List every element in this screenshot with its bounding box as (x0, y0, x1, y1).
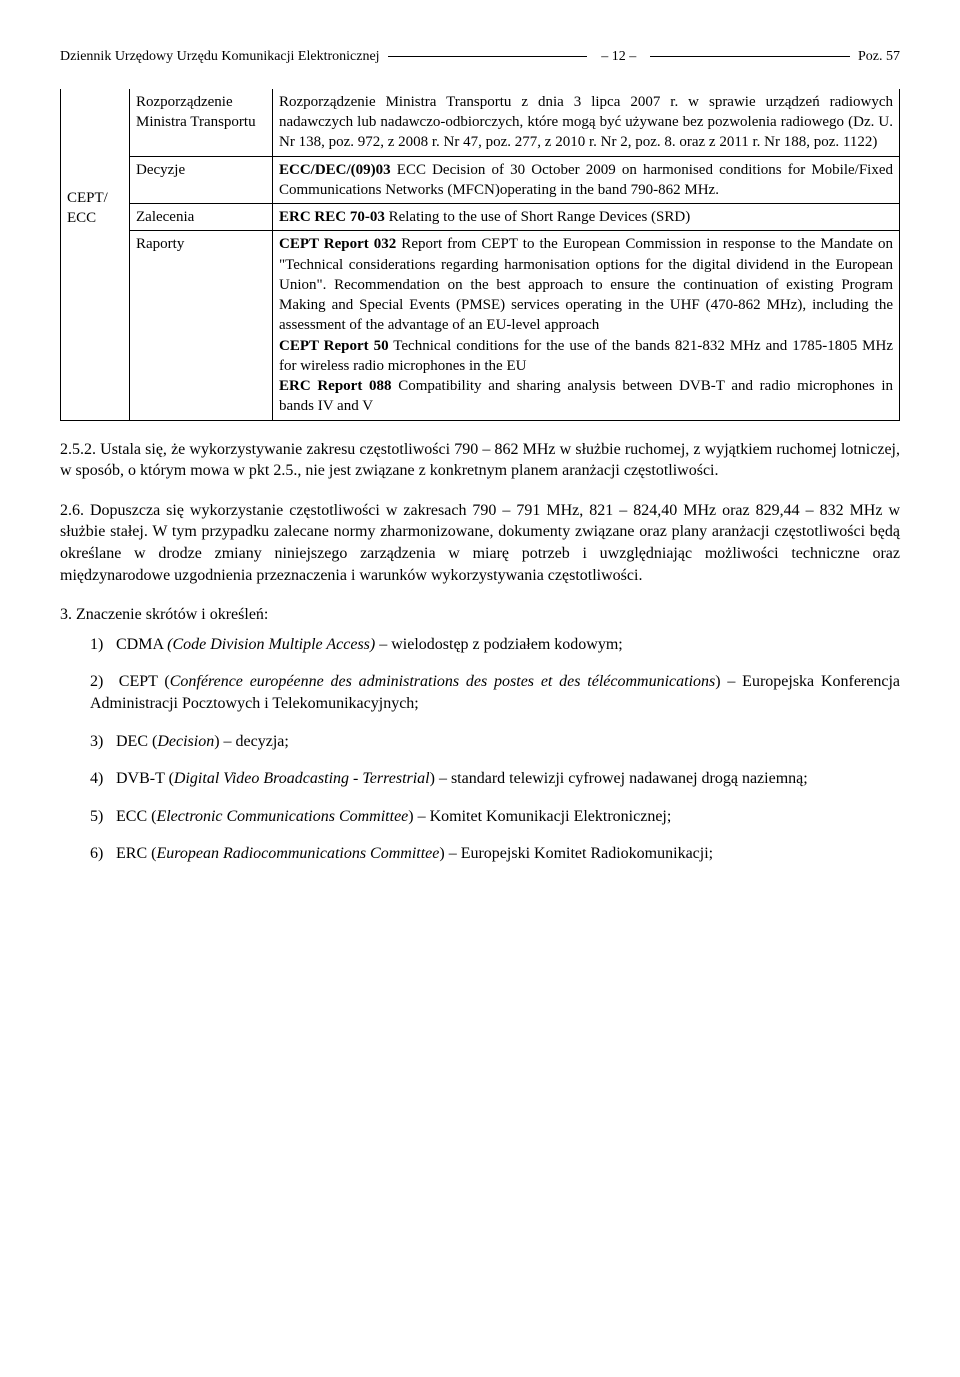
def-text: CDMA (Code Division Multiple Access) – w… (116, 636, 623, 653)
cell-text: Rozporządzenie Ministra Transportu z dni… (273, 89, 900, 156)
list-item: 6) ERC (European Radiocommunications Com… (90, 843, 900, 865)
def-text: ERC (European Radiocommunications Commit… (116, 845, 713, 862)
def-num: 2) (90, 671, 112, 693)
para-2-6: 2.6. Dopuszcza się wykorzystanie częstot… (60, 500, 900, 586)
cell-label: Raporty (130, 231, 273, 420)
cell-label: Zalecenia (130, 204, 273, 231)
def-text: DVB-T (Digital Video Broadcasting - Terr… (116, 770, 808, 787)
table-row: CEPT/ ECC Rozporządzenie Ministra Transp… (61, 89, 900, 156)
list-item: 2) CEPT (Conférence européenne des admin… (90, 671, 900, 714)
definitions-list: 1) CDMA (Code Division Multiple Access) … (60, 634, 900, 865)
def-num: 6) (90, 843, 112, 865)
cell-text: ERC REC 70-03 Relating to the use of Sho… (273, 204, 900, 231)
page-number: – 12 – (601, 48, 636, 67)
cell-cept-ecc: CEPT/ ECC (67, 188, 123, 229)
regulation-table: CEPT/ ECC Rozporządzenie Ministra Transp… (60, 89, 900, 421)
table-row: Raporty CEPT Report 032 Report from CEPT… (61, 231, 900, 420)
cell-label: Decyzje (130, 156, 273, 204)
header-rule-right (650, 56, 850, 57)
def-text: DEC (Decision) – decyzja; (116, 733, 289, 750)
cell-text: ECC/DEC/(09)03 ECC Decision of 30 Octobe… (273, 156, 900, 204)
list-item: 4) DVB-T (Digital Video Broadcasting - T… (90, 768, 900, 790)
table-row: Zalecenia ERC REC 70-03 Relating to the … (61, 204, 900, 231)
cell-label: Rozporządzenie Ministra Transportu (130, 89, 273, 156)
page-header: Dziennik Urzędowy Urzędu Komunikacji Ele… (60, 48, 900, 67)
def-num: 1) (90, 634, 112, 656)
list-item: 1) CDMA (Code Division Multiple Access) … (90, 634, 900, 656)
list-item: 5) ECC (Electronic Communications Commit… (90, 806, 900, 828)
def-num: 4) (90, 768, 112, 790)
def-text: CEPT (Conférence européenne des administ… (90, 673, 900, 712)
para-2-5-2: 2.5.2. Ustala się, że wykorzystywanie za… (60, 439, 900, 482)
def-num: 3) (90, 731, 112, 753)
cell-text: CEPT Report 032 Report from CEPT to the … (273, 231, 900, 420)
journal-title: Dziennik Urzędowy Urzędu Komunikacji Ele… (60, 48, 380, 67)
header-rule-left (388, 56, 588, 57)
list-item: 3) DEC (Decision) – decyzja; (90, 731, 900, 753)
table-row: Decyzje ECC/DEC/(09)03 ECC Decision of 3… (61, 156, 900, 204)
def-num: 5) (90, 806, 112, 828)
para-3: 3. Znaczenie skrótów i określeń: (60, 604, 900, 626)
poz-label: Poz. 57 (858, 48, 900, 67)
def-text: ECC (Electronic Communications Committee… (116, 808, 671, 825)
